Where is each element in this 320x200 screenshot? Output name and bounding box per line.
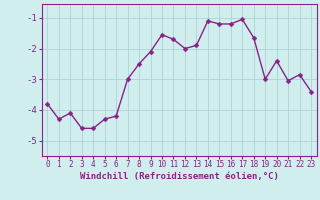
X-axis label: Windchill (Refroidissement éolien,°C): Windchill (Refroidissement éolien,°C) (80, 172, 279, 181)
